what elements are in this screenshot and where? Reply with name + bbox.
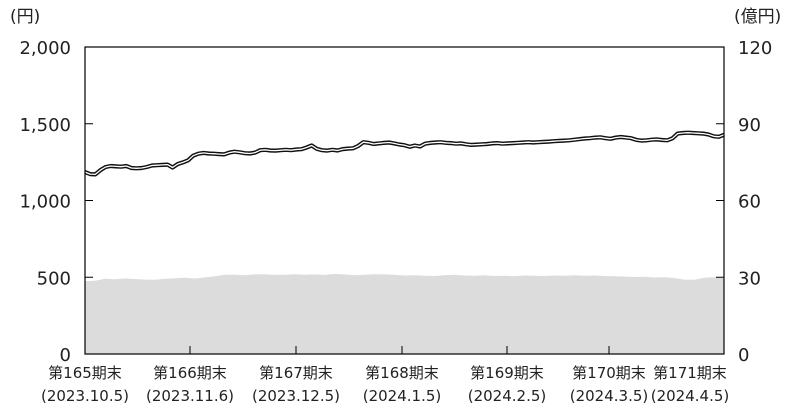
x-category-date: (2023.11.6) bbox=[146, 387, 234, 405]
x-category-period: 第166期末 bbox=[153, 364, 227, 382]
price-line-layer bbox=[84, 130, 725, 177]
left-tick-label: 2,000 bbox=[19, 38, 71, 59]
right-tick-label: 0 bbox=[738, 345, 749, 366]
left-tick-label: 500 bbox=[37, 268, 71, 289]
nav-area-layer bbox=[85, 273, 724, 354]
x-category-date: (2024.4.5) bbox=[651, 387, 730, 405]
left-axis-unit: (円) bbox=[10, 7, 40, 27]
left-tick-label: 1,000 bbox=[19, 192, 71, 213]
x-category-period: 第171期末 bbox=[653, 364, 727, 382]
price-line-outer bbox=[84, 130, 725, 177]
right-axis-ticks: 0 30 60 90 120 bbox=[716, 38, 772, 366]
right-tick-label: 120 bbox=[738, 38, 772, 59]
right-tick-label: 60 bbox=[738, 192, 761, 213]
right-axis-unit: (億円) bbox=[734, 7, 781, 27]
right-tick-label: 90 bbox=[738, 115, 761, 136]
x-category-date: (2023.12.5) bbox=[252, 387, 340, 405]
x-category-period: 第165期末 bbox=[48, 364, 122, 382]
x-axis-categories: 第165期末 (2023.10.5) 第166期末 (2023.11.6) 第167期末… bbox=[41, 346, 729, 405]
x-category-period: 第169期末 bbox=[470, 364, 544, 382]
x-category-period: 第167期末 bbox=[259, 364, 333, 382]
left-axis-ticks: 0 500 1,000 1,500 2,000 bbox=[19, 38, 93, 366]
x-category-date: (2024.2.5) bbox=[468, 387, 547, 405]
x-category-period: 第170期末 bbox=[572, 364, 646, 382]
right-tick-label: 30 bbox=[738, 268, 761, 289]
x-category-date: (2023.10.5) bbox=[41, 387, 129, 405]
nav-area bbox=[85, 273, 724, 354]
x-category-period: 第168期末 bbox=[365, 364, 439, 382]
x-category-date: (2024.3.5) bbox=[570, 387, 649, 405]
left-tick-label: 0 bbox=[60, 345, 71, 366]
left-tick-label: 1,500 bbox=[19, 115, 71, 136]
x-category-date: (2024.1.5) bbox=[363, 387, 442, 405]
price-line-inner bbox=[84, 132, 725, 176]
